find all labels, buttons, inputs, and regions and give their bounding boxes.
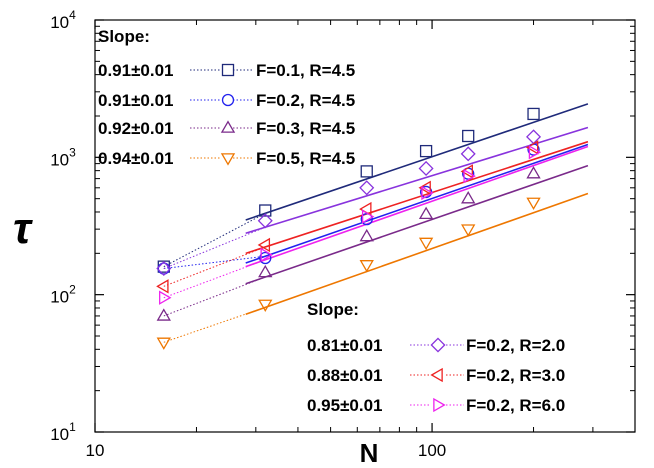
legend-series-name: F=0.2, R=3.0 — [466, 366, 565, 385]
guide-line — [163, 212, 266, 268]
data-point — [526, 166, 541, 179]
data-point — [419, 144, 433, 158]
legend-slope: 0.81±0.01 — [307, 336, 383, 355]
data-point — [526, 197, 541, 210]
guide-line — [163, 306, 266, 343]
legend-series-name: F=0.3, R=4.5 — [256, 119, 355, 138]
legend-title: Slope: — [98, 27, 150, 46]
legend: Slope: 0.91±0.01 F=0.1, R=4.5 0.91±0.01 F=0.… — [98, 27, 565, 415]
legend-marker — [433, 397, 446, 413]
legend-slope: 0.95±0.01 — [307, 396, 383, 415]
data-point — [528, 145, 542, 160]
guide-line — [163, 246, 266, 287]
guide-lines — [163, 212, 266, 343]
guide-line — [163, 255, 266, 270]
data-point — [359, 260, 374, 273]
x-axis-title: N — [360, 438, 379, 468]
y-tick-label: 103 — [50, 145, 76, 169]
legend-marker — [220, 120, 236, 133]
y-tick-label: 102 — [50, 283, 76, 307]
legend-series-name: F=0.1, R=4.5 — [256, 61, 355, 80]
data-point — [156, 337, 171, 350]
legend-series-name: F=0.2, R=4.5 — [256, 91, 355, 110]
fit-line — [245, 164, 589, 285]
data-point — [257, 213, 273, 229]
fit-line — [245, 192, 589, 316]
data-point — [257, 237, 271, 253]
data-point — [461, 191, 476, 204]
data-point — [156, 279, 169, 294]
legend-marker — [430, 367, 443, 383]
data-point — [258, 299, 273, 312]
data-point — [157, 262, 170, 275]
data-point — [260, 247, 273, 263]
data-point — [418, 237, 434, 251]
axis-ticks: 10 100 101 102 103 104 — [50, 8, 636, 460]
x-tick-label: 10 — [86, 441, 105, 460]
plot-frame — [94, 19, 636, 433]
axes — [94, 19, 636, 433]
legend-marker — [221, 93, 235, 107]
fit-line — [245, 145, 589, 268]
guide-line — [163, 276, 266, 317]
guide-line — [163, 259, 266, 299]
data-point — [258, 264, 273, 278]
legend-marker — [221, 63, 235, 77]
fit-lines — [245, 103, 589, 316]
data-point — [460, 164, 473, 179]
data-point — [463, 168, 476, 184]
legend-slope: 0.92±0.01 — [98, 119, 174, 138]
data-point — [418, 160, 434, 176]
x-tick-label: 100 — [418, 441, 446, 460]
data-point — [259, 251, 272, 265]
legend-slope: 0.88±0.01 — [307, 366, 383, 385]
legend-series-name: F=0.2, R=6.0 — [466, 396, 565, 415]
legend-slope: 0.91±0.01 — [98, 91, 174, 110]
data-point — [462, 129, 475, 143]
y-tick-label: 101 — [50, 420, 76, 444]
data-point — [418, 206, 434, 220]
fit-line — [245, 140, 589, 255]
data-point — [421, 185, 434, 201]
data-point — [159, 290, 172, 305]
guide-line — [163, 226, 266, 269]
data-point — [527, 107, 540, 121]
legend-marker — [220, 153, 236, 166]
y-tick-label: 104 — [50, 8, 76, 32]
data-point — [461, 224, 476, 237]
data-point — [156, 308, 171, 321]
fit-line — [245, 103, 589, 221]
data-point — [359, 228, 374, 242]
y-axis-title: τ — [13, 204, 33, 253]
data-point — [525, 140, 539, 155]
legend-slope: 0.91±0.01 — [98, 61, 174, 80]
data-point — [359, 180, 375, 196]
legend-marker — [430, 337, 446, 353]
fit-line — [245, 126, 589, 235]
data-markers — [156, 107, 542, 350]
legend-series-name: F=0.5, R=4.5 — [256, 149, 355, 168]
legend-series-name: F=0.2, R=2.0 — [466, 336, 565, 355]
legend-title: Slope: — [307, 300, 359, 319]
legend-slope: 0.94±0.01 — [98, 149, 174, 168]
data-point — [418, 180, 431, 195]
data-point — [259, 204, 272, 217]
data-point — [360, 165, 373, 178]
data-point — [156, 261, 172, 277]
fit-line — [245, 143, 589, 264]
data-point — [361, 209, 375, 224]
data-point — [460, 146, 476, 162]
